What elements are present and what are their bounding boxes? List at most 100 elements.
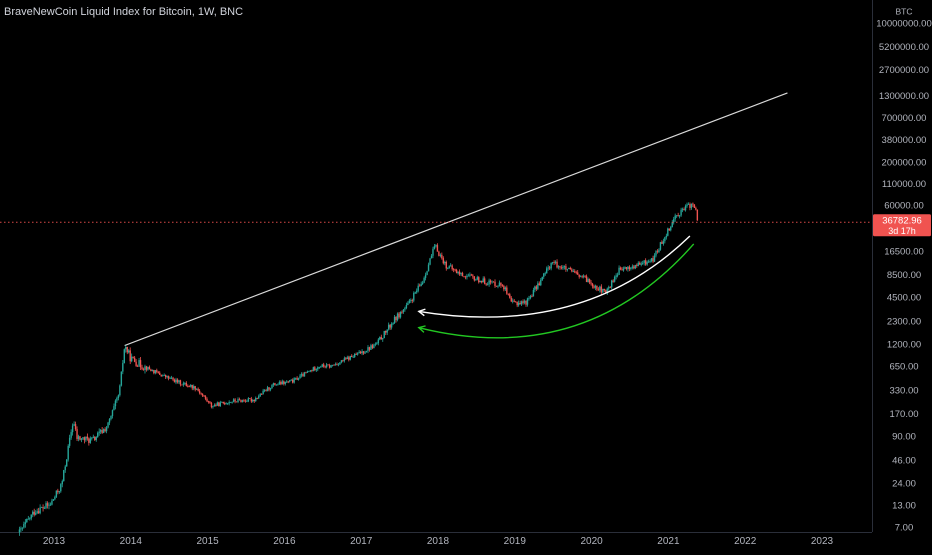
candle-body	[371, 345, 374, 349]
candle	[318, 366, 320, 370]
candle	[148, 365, 151, 370]
candle-body	[212, 406, 214, 408]
candle	[528, 295, 530, 301]
candle-body	[133, 357, 136, 362]
y-tick-label: 330.00	[889, 385, 918, 396]
candle	[444, 260, 446, 266]
candle	[365, 350, 368, 353]
candle	[650, 258, 653, 263]
candle-body	[432, 248, 434, 256]
candle-body	[423, 277, 425, 283]
candle	[367, 345, 369, 354]
candle-body	[560, 267, 563, 269]
candle-body	[627, 266, 629, 270]
candle	[343, 356, 346, 363]
y-tick-label: 16500.00	[884, 246, 924, 257]
candle-body	[71, 425, 74, 433]
candle	[661, 240, 663, 244]
candle-body	[383, 330, 385, 339]
candle-body	[123, 349, 126, 364]
candle-body	[290, 379, 292, 381]
candle	[398, 311, 400, 319]
candle	[596, 285, 598, 292]
candle	[504, 286, 507, 292]
candle-body	[455, 269, 458, 274]
candle-body	[255, 397, 257, 402]
candle	[486, 282, 489, 286]
candle	[290, 378, 292, 381]
candle-body	[421, 282, 424, 284]
green-arrow[interactable]	[417, 243, 695, 339]
candle	[396, 312, 399, 322]
candle	[417, 283, 419, 293]
arrows-group[interactable]	[417, 235, 695, 339]
candle-body	[613, 276, 616, 282]
green-arrow-head	[417, 325, 426, 333]
candle-body	[621, 269, 623, 271]
candle	[252, 398, 254, 403]
candle	[55, 490, 58, 498]
trendline[interactable]	[124, 92, 788, 347]
candle-body	[250, 398, 253, 402]
candle	[132, 356, 134, 359]
candle	[485, 282, 487, 287]
candle-body	[119, 385, 121, 396]
candle-body	[222, 401, 224, 404]
candle	[184, 382, 186, 386]
candle	[306, 370, 309, 374]
y-tick-label: 8500.00	[887, 270, 921, 281]
candle	[218, 401, 220, 407]
candle-body	[460, 272, 462, 275]
candle-body	[91, 437, 93, 439]
candle-body	[98, 431, 100, 433]
candle	[621, 266, 623, 271]
candle	[337, 363, 340, 367]
y-tick-label: 2300.00	[887, 316, 921, 327]
candle-body	[427, 264, 430, 272]
candle-body	[368, 347, 371, 350]
candle	[520, 300, 523, 307]
candle	[311, 369, 313, 373]
candle-body	[495, 286, 498, 287]
candle	[421, 280, 424, 285]
x-tick-label: 2015	[196, 536, 219, 547]
candle-body	[674, 215, 676, 220]
candle	[328, 363, 331, 369]
candle	[321, 363, 323, 368]
candle-body	[637, 262, 639, 266]
candle-body	[104, 429, 106, 432]
candle	[179, 379, 182, 387]
candle-body	[457, 271, 459, 274]
candle-body	[77, 436, 80, 439]
candle	[674, 213, 676, 222]
candle	[481, 280, 483, 284]
candle-body	[562, 266, 564, 269]
candle-body	[330, 365, 332, 368]
candle	[133, 356, 136, 363]
candle-body	[695, 207, 697, 210]
candle-body	[407, 303, 409, 305]
candle-body	[253, 400, 255, 402]
candle-body	[266, 387, 269, 392]
candle	[358, 350, 360, 354]
candle-body	[547, 267, 549, 269]
candle-body	[470, 274, 473, 276]
candle	[231, 401, 233, 404]
candle-body	[315, 369, 318, 371]
white-arrow[interactable]	[417, 235, 691, 318]
candle	[457, 271, 459, 275]
candle-body	[525, 300, 527, 305]
candle	[170, 375, 173, 380]
candle-body	[540, 279, 542, 286]
candle	[492, 281, 495, 283]
candle	[89, 436, 92, 444]
trendline-group[interactable]	[124, 92, 788, 347]
candle	[503, 284, 505, 292]
candle-body	[221, 401, 223, 403]
y-tick-label: 4500.00	[887, 293, 921, 304]
candle	[470, 273, 473, 276]
candle	[519, 300, 521, 305]
x-axis[interactable]: 2013 2014 2015 2016 2017 2018 2019 2020 2021 2022…	[43, 536, 834, 547]
candle-body	[656, 251, 659, 253]
